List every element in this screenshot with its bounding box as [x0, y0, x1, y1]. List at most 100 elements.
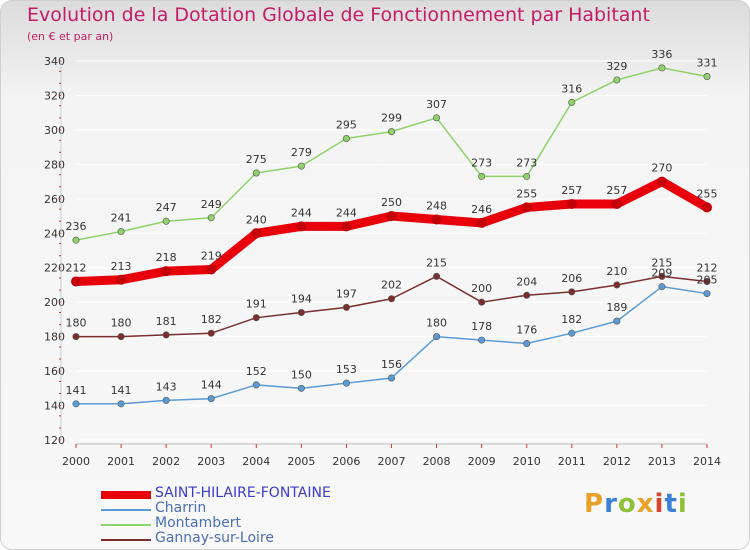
data-label: 273	[516, 156, 537, 169]
chart-title: Evolution de la Dotation Globale de Fonc…	[27, 4, 650, 26]
data-label: 181	[156, 315, 177, 328]
data-label: 255	[697, 187, 718, 200]
legend-swatch	[101, 509, 151, 511]
data-point	[297, 309, 305, 317]
data-label: 212	[697, 262, 718, 275]
legend-swatch	[101, 524, 151, 526]
data-point	[296, 221, 307, 232]
data-label: 215	[651, 256, 672, 269]
proxiti-logo: Proxiti	[584, 489, 688, 519]
data-label: 279	[291, 146, 312, 159]
data-label: 329	[606, 60, 627, 73]
logo-letter: i	[654, 489, 665, 519]
data-point	[117, 228, 125, 236]
data-point	[433, 333, 441, 341]
data-point	[252, 314, 260, 322]
data-label: 250	[381, 196, 402, 209]
data-label: 197	[336, 287, 357, 300]
data-point	[342, 303, 350, 311]
data-label: 244	[336, 206, 357, 219]
x-tick-label: 2001	[107, 455, 135, 468]
data-label: 215	[426, 256, 447, 269]
logo-letter: x	[636, 489, 655, 519]
data-label: 241	[111, 212, 132, 225]
data-point	[613, 317, 621, 325]
x-tick-label: 2005	[287, 455, 315, 468]
data-label: 246	[471, 203, 492, 216]
data-point	[613, 281, 621, 289]
data-label: 176	[516, 324, 537, 337]
data-label: 249	[201, 198, 222, 211]
data-label: 206	[561, 272, 582, 285]
logo-letter: o	[617, 489, 637, 519]
x-tick-label: 2003	[197, 455, 225, 468]
data-label: 213	[111, 260, 132, 273]
data-label: 191	[246, 298, 267, 311]
data-label: 331	[697, 57, 718, 70]
data-label: 180	[66, 317, 87, 330]
data-point	[342, 135, 350, 143]
data-label: 248	[426, 199, 447, 212]
data-label: 141	[111, 384, 132, 397]
chart-subtitle: (en € et par an)	[27, 30, 114, 43]
legend-label: Gannay-sur-Loire	[155, 530, 274, 546]
y-tick-label: 200	[44, 296, 65, 309]
data-label: 299	[381, 112, 402, 125]
logo-letter: i	[677, 489, 688, 519]
data-point	[476, 217, 487, 228]
data-label: 200	[471, 282, 492, 295]
data-point	[478, 172, 486, 180]
y-tick-label: 320	[44, 89, 65, 102]
data-point	[523, 340, 531, 348]
data-label: 141	[66, 384, 87, 397]
data-point	[433, 114, 441, 122]
data-point	[341, 221, 352, 232]
x-tick-label: 2011	[558, 455, 586, 468]
data-label: 153	[336, 363, 357, 376]
data-point	[72, 236, 80, 244]
data-point	[387, 295, 395, 303]
data-label: 156	[381, 358, 402, 371]
data-label: 257	[561, 184, 582, 197]
data-label: 180	[111, 317, 132, 330]
legend-swatch	[101, 491, 151, 499]
data-point	[251, 228, 262, 239]
y-tick-label: 220	[44, 262, 65, 275]
data-label: 275	[246, 153, 267, 166]
data-point	[117, 400, 125, 408]
y-tick-label: 120	[44, 434, 65, 447]
data-label: 295	[336, 119, 357, 132]
data-point	[252, 381, 260, 389]
y-tick-label: 300	[44, 124, 65, 137]
x-tick-label: 2013	[648, 455, 676, 468]
x-tick-label: 2007	[378, 455, 406, 468]
data-point	[478, 298, 486, 306]
data-label: 202	[381, 279, 402, 292]
data-label: 212	[66, 262, 87, 275]
data-point	[702, 202, 712, 213]
x-tick-label: 2008	[423, 455, 451, 468]
data-point	[207, 214, 215, 222]
data-label: 273	[471, 156, 492, 169]
data-label: 270	[651, 162, 672, 175]
data-point	[72, 333, 80, 341]
y-tick-label: 240	[44, 227, 65, 240]
data-point	[252, 169, 260, 177]
data-point	[207, 395, 215, 403]
logo-letter: r	[604, 489, 618, 519]
y-tick-label: 160	[44, 365, 65, 378]
legend-label: Montambert	[155, 515, 241, 531]
data-label: 316	[561, 82, 582, 95]
data-label: 307	[426, 98, 447, 111]
data-label: 240	[246, 213, 267, 226]
data-point	[703, 278, 711, 286]
y-tick-label: 340	[44, 55, 65, 68]
data-point	[387, 374, 395, 382]
data-label: 336	[651, 48, 672, 61]
x-tick-label: 2009	[468, 455, 496, 468]
data-point	[613, 76, 621, 84]
legend-label: Charrin	[155, 500, 207, 516]
data-point	[478, 336, 486, 344]
